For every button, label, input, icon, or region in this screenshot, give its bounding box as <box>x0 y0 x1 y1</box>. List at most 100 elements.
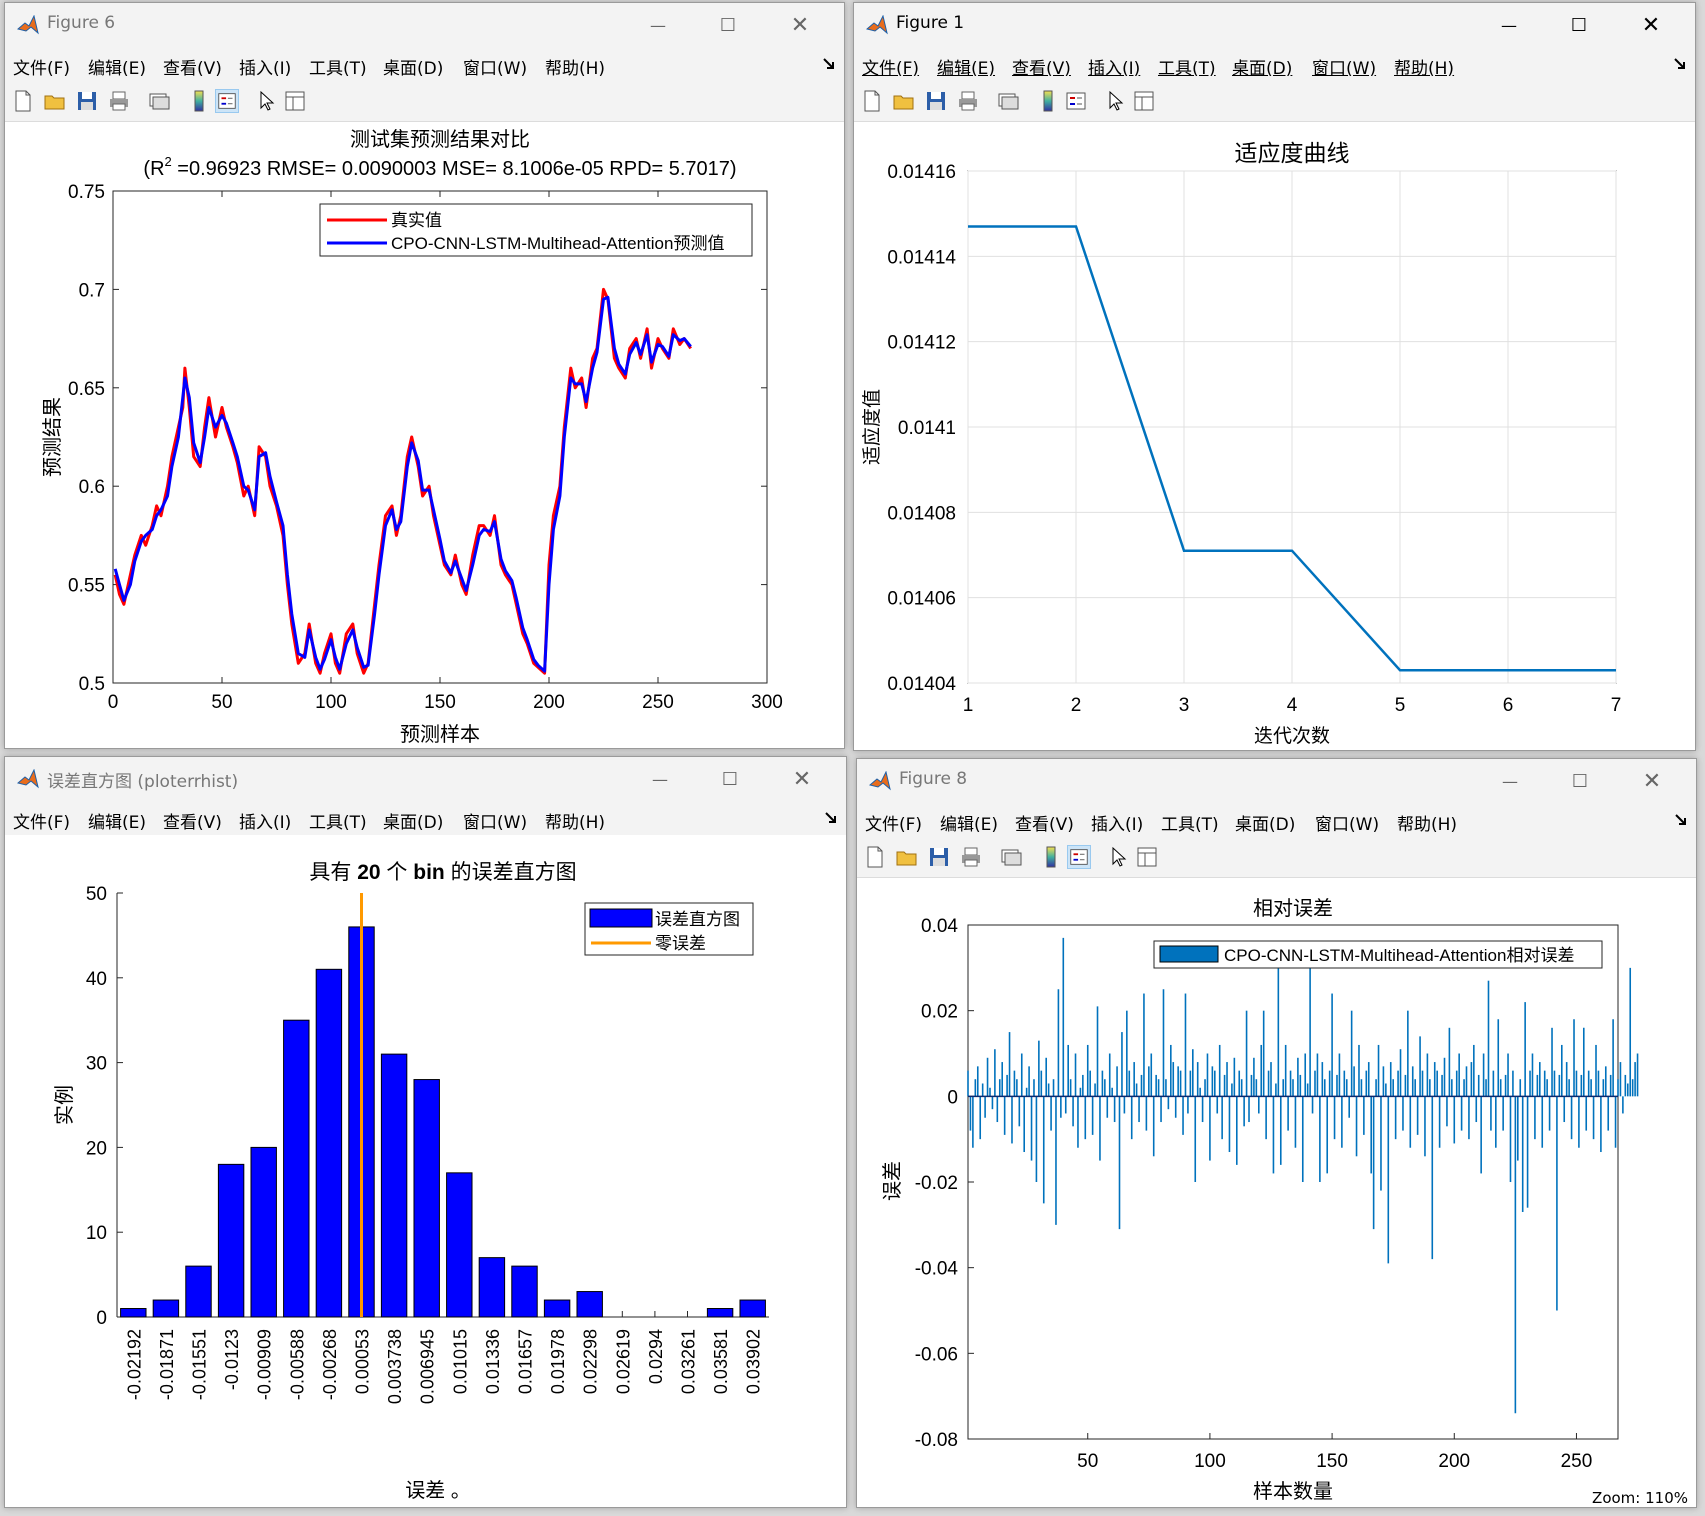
open-folder-icon[interactable] <box>895 845 919 869</box>
dock-arrow-icon[interactable] <box>824 811 838 825</box>
menu-tools[interactable]: 工具(T) <box>1158 59 1216 79</box>
menu-help[interactable]: 帮助(H) <box>545 59 606 79</box>
property-inspector-icon[interactable] <box>1132 89 1156 113</box>
new-figure-icon[interactable] <box>11 89 35 113</box>
link-plot-icon[interactable] <box>996 89 1020 113</box>
x-tick-label: 2 <box>1071 695 1082 716</box>
pointer-icon[interactable] <box>255 89 279 113</box>
menu-edit[interactable]: 编辑(E) <box>88 59 147 79</box>
maximize-icon[interactable]: ☐ <box>1570 14 1588 36</box>
menu-tools[interactable]: 工具(T) <box>309 59 367 79</box>
menu-view[interactable]: 查看(V) <box>163 813 222 833</box>
maximize-icon[interactable]: ☐ <box>719 14 737 36</box>
print-icon[interactable] <box>107 89 131 113</box>
new-figure-icon[interactable] <box>860 89 884 113</box>
save-icon[interactable] <box>75 89 99 113</box>
x-tick-label: -0.00268 <box>320 1329 340 1400</box>
menu-insert[interactable]: 插入(I) <box>1091 815 1144 835</box>
minimize-icon[interactable]: — <box>652 769 668 789</box>
x-tick-label: 3 <box>1179 695 1190 716</box>
x-tick-label: 0.03581 <box>711 1329 731 1394</box>
open-folder-icon[interactable] <box>43 89 67 113</box>
y-tick-label: 0.02 <box>921 1002 958 1023</box>
menu-view[interactable]: 查看(V) <box>1015 815 1074 835</box>
menu-help[interactable]: 帮助(H) <box>545 813 606 833</box>
x-tick-label: 4 <box>1287 695 1298 716</box>
legend-box[interactable]: 真实值 CPO-CNN-LSTM-Multihead-Attention预测值 <box>319 203 753 257</box>
close-icon[interactable]: ✕ <box>1641 12 1661 38</box>
property-inspector-icon[interactable] <box>283 89 307 113</box>
menu-window[interactable]: 窗口(W) <box>463 59 528 79</box>
legend-swatch-relative-error <box>1159 945 1219 963</box>
menu-view[interactable]: 查看(V) <box>1012 59 1071 79</box>
legend-icon[interactable] <box>1064 89 1088 113</box>
save-icon[interactable] <box>927 845 951 869</box>
menu-tools[interactable]: 工具(T) <box>1161 815 1219 835</box>
open-folder-icon[interactable] <box>892 89 916 113</box>
close-icon[interactable]: ✕ <box>790 12 810 38</box>
legend-box[interactable]: CPO-CNN-LSTM-Multihead-Attention相对误差 <box>1153 940 1603 969</box>
menu-desktop[interactable]: 桌面(D) <box>383 59 444 79</box>
window-title: Figure 8 <box>899 769 968 789</box>
x-tick-label: 50 <box>1077 1451 1098 1472</box>
title-bar[interactable]: Figure 1 — ☐ ✕ <box>854 3 1695 47</box>
zoom-status: Zoom: 110% <box>1588 1489 1692 1507</box>
dock-arrow-icon[interactable] <box>822 57 836 71</box>
x-tick-label: 7 <box>1611 695 1622 716</box>
legend-box[interactable]: 误差直方图 零误差 <box>584 902 754 956</box>
minimize-icon[interactable]: — <box>1502 771 1518 791</box>
pointer-icon[interactable] <box>1104 89 1128 113</box>
close-icon[interactable]: ✕ <box>1642 768 1662 794</box>
property-inspector-icon[interactable] <box>1135 845 1159 869</box>
menu-window[interactable]: 窗口(W) <box>463 813 528 833</box>
menu-edit[interactable]: 编辑(E) <box>937 59 996 79</box>
legend-icon[interactable] <box>215 89 239 113</box>
menu-insert[interactable]: 插入(I) <box>239 59 292 79</box>
dock-arrow-icon[interactable] <box>1673 57 1687 71</box>
legend-icon[interactable] <box>1067 845 1091 869</box>
menu-file[interactable]: 文件(F) <box>13 59 71 79</box>
menu-file[interactable]: 文件(F) <box>865 815 923 835</box>
colorbar-icon[interactable] <box>187 89 211 113</box>
fitness-line <box>968 225 1616 672</box>
print-icon[interactable] <box>956 89 980 113</box>
maximize-icon[interactable]: ☐ <box>1571 770 1589 792</box>
matlab-icon <box>869 771 891 791</box>
maximize-icon[interactable]: ☐ <box>721 768 739 790</box>
x-tick-label: 250 <box>642 692 674 713</box>
save-icon[interactable] <box>924 89 948 113</box>
pointer-icon[interactable] <box>1107 845 1131 869</box>
link-plot-icon[interactable] <box>999 845 1023 869</box>
title-bar[interactable]: 误差直方图 (ploterrhist) — ☐ ✕ <box>5 757 846 801</box>
menu-edit[interactable]: 编辑(E) <box>88 813 147 833</box>
menu-insert[interactable]: 插入(I) <box>239 813 292 833</box>
new-figure-icon[interactable] <box>863 845 887 869</box>
print-icon[interactable] <box>959 845 983 869</box>
menu-file[interactable]: 文件(F) <box>862 59 920 79</box>
title-bar[interactable]: Figure 6 — ☐ ✕ <box>5 3 844 47</box>
menu-file[interactable]: 文件(F) <box>13 813 71 833</box>
histogram-bar <box>152 1299 180 1318</box>
menu-tools[interactable]: 工具(T) <box>309 813 367 833</box>
menu-edit[interactable]: 编辑(E) <box>940 815 999 835</box>
close-icon[interactable]: ✕ <box>792 766 812 792</box>
link-plot-icon[interactable] <box>147 89 171 113</box>
menu-desktop[interactable]: 桌面(D) <box>1232 59 1293 79</box>
x-tick-label: 50 <box>211 692 232 713</box>
menu-desktop[interactable]: 桌面(D) <box>383 813 444 833</box>
menu-help[interactable]: 帮助(H) <box>1397 815 1458 835</box>
menu-window[interactable]: 窗口(W) <box>1315 815 1380 835</box>
y-tick-label: 0.0141 <box>898 418 956 439</box>
menu-window[interactable]: 窗口(W) <box>1312 59 1377 79</box>
colorbar-icon[interactable] <box>1036 89 1060 113</box>
minimize-icon[interactable]: — <box>1501 15 1517 35</box>
menu-insert[interactable]: 插入(I) <box>1088 59 1141 79</box>
menu-help[interactable]: 帮助(H) <box>1394 59 1455 79</box>
dock-arrow-icon[interactable] <box>1674 813 1688 827</box>
legend-swatch-histogram <box>589 908 653 928</box>
title-bar[interactable]: Figure 8 — ☐ ✕ <box>857 759 1696 803</box>
menu-view[interactable]: 查看(V) <box>163 59 222 79</box>
minimize-icon[interactable]: — <box>650 15 666 35</box>
colorbar-icon[interactable] <box>1039 845 1063 869</box>
menu-desktop[interactable]: 桌面(D) <box>1235 815 1296 835</box>
